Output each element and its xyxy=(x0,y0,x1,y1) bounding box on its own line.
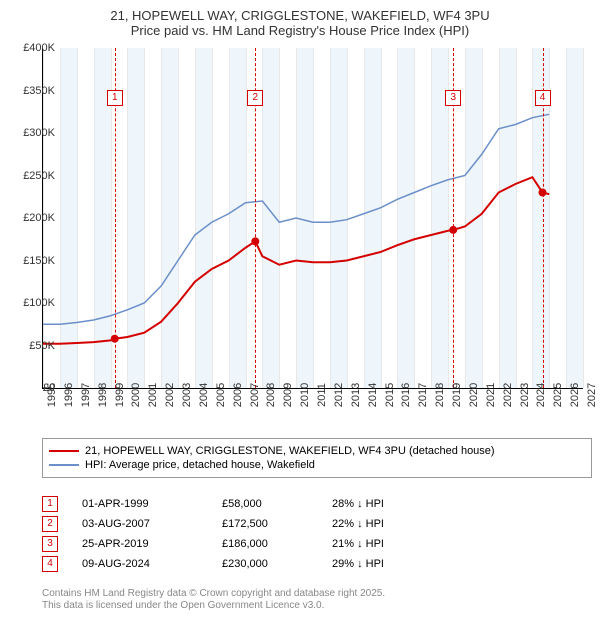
x-tick-label: 2013 xyxy=(350,383,362,407)
legend-label: 21, HOPEWELL WAY, CRIGGLESTONE, WAKEFIEL… xyxy=(85,445,495,457)
sale-number-badge: 4 xyxy=(42,556,58,572)
footnote-line: This data is licensed under the Open Gov… xyxy=(42,600,385,612)
x-tick-label: 2019 xyxy=(451,383,463,407)
y-tick-label: £250K xyxy=(5,170,55,182)
x-tick-label: 2022 xyxy=(502,383,514,407)
x-tick-label: 1995 xyxy=(46,383,58,407)
gridline xyxy=(583,48,584,388)
y-tick-label: £300K xyxy=(5,127,55,139)
sale-date: 25-APR-2019 xyxy=(82,538,222,550)
x-tick-label: 2012 xyxy=(333,383,345,407)
sale-event-badge: 3 xyxy=(445,90,461,106)
x-tick-label: 2014 xyxy=(367,383,379,407)
sale-hpi-diff: 21% ↓ HPI xyxy=(332,538,442,550)
sale-number-badge: 3 xyxy=(42,536,58,552)
x-tick-label: 2002 xyxy=(164,383,176,407)
sale-date: 09-AUG-2024 xyxy=(82,558,222,570)
sale-date: 01-APR-1999 xyxy=(82,498,222,510)
x-tick-label: 2008 xyxy=(265,383,277,407)
title-line-2: Price paid vs. HM Land Registry's House … xyxy=(0,23,600,38)
x-tick-label: 2016 xyxy=(400,383,412,407)
x-tick-label: 2001 xyxy=(147,383,159,407)
sale-price: £172,500 xyxy=(222,518,332,530)
sale-event-badge: 1 xyxy=(107,90,123,106)
sale-hpi-diff: 28% ↓ HPI xyxy=(332,498,442,510)
chart-container: 21, HOPEWELL WAY, CRIGGLESTONE, WAKEFIEL… xyxy=(0,0,600,620)
x-tick-label: 1997 xyxy=(80,383,92,407)
x-tick-label: 2025 xyxy=(552,383,564,407)
legend-label: HPI: Average price, detached house, Wake… xyxy=(85,459,315,471)
title-line-1: 21, HOPEWELL WAY, CRIGGLESTONE, WAKEFIEL… xyxy=(0,8,600,23)
y-tick-label: £150K xyxy=(5,255,55,267)
sale-price: £58,000 xyxy=(222,498,332,510)
legend-item: 21, HOPEWELL WAY, CRIGGLESTONE, WAKEFIEL… xyxy=(49,445,585,457)
sale-number-badge: 2 xyxy=(42,516,58,532)
x-tick-label: 2005 xyxy=(215,383,227,407)
x-tick-label: 2020 xyxy=(468,383,480,407)
x-tick-label: 2017 xyxy=(417,383,429,407)
y-tick-label: £50K xyxy=(5,340,55,352)
y-tick-label: £200K xyxy=(5,212,55,224)
legend-swatch xyxy=(49,464,79,466)
series-property xyxy=(43,177,549,344)
x-tick-label: 2003 xyxy=(181,383,193,407)
x-tick-label: 1999 xyxy=(114,383,126,407)
x-tick-label: 2015 xyxy=(384,383,396,407)
x-tick-label: 2006 xyxy=(232,383,244,407)
sale-event-badge: 2 xyxy=(247,90,263,106)
sale-price: £230,000 xyxy=(222,558,332,570)
sales-table: 1 01-APR-1999£58,00028% ↓ HPI 2 03-AUG-2007… xyxy=(42,492,442,576)
legend-swatch xyxy=(49,450,79,452)
x-tick-label: 1998 xyxy=(97,383,109,407)
footnote: Contains HM Land Registry data © Crown c… xyxy=(42,588,385,612)
x-tick-label: 2011 xyxy=(316,383,328,407)
sales-table-row: 4 09-AUG-2024£230,00029% ↓ HPI xyxy=(42,556,442,572)
x-tick-label: 2007 xyxy=(249,383,261,407)
legend: 21, HOPEWELL WAY, CRIGGLESTONE, WAKEFIEL… xyxy=(42,438,592,478)
x-tick-label: 2000 xyxy=(130,383,142,407)
sale-hpi-diff: 29% ↓ HPI xyxy=(332,558,442,570)
legend-item: HPI: Average price, detached house, Wake… xyxy=(49,459,585,471)
sale-number-badge: 1 xyxy=(42,496,58,512)
y-tick-label: £350K xyxy=(5,85,55,97)
sale-hpi-diff: 22% ↓ HPI xyxy=(332,518,442,530)
x-tick-label: 2023 xyxy=(519,383,531,407)
x-tick-label: 2024 xyxy=(535,383,547,407)
sale-date: 03-AUG-2007 xyxy=(82,518,222,530)
plot-area: 1 2 3 4 xyxy=(42,48,583,389)
x-tick-label: 2018 xyxy=(434,383,446,407)
sales-table-row: 2 03-AUG-2007£172,50022% ↓ HPI xyxy=(42,516,442,532)
x-tick-label: 2026 xyxy=(569,383,581,407)
sales-table-row: 1 01-APR-1999£58,00028% ↓ HPI xyxy=(42,496,442,512)
plot-svg xyxy=(43,48,583,388)
sale-price: £186,000 xyxy=(222,538,332,550)
y-tick-label: £100K xyxy=(5,297,55,309)
x-tick-label: 2021 xyxy=(485,383,497,407)
x-tick-label: 2004 xyxy=(198,383,210,407)
x-tick-label: 2027 xyxy=(586,383,598,407)
footnote-line: Contains HM Land Registry data © Crown c… xyxy=(42,588,385,600)
x-tick-label: 2009 xyxy=(282,383,294,407)
sale-event-badge: 4 xyxy=(535,90,551,106)
chart-title: 21, HOPEWELL WAY, CRIGGLESTONE, WAKEFIEL… xyxy=(0,0,600,42)
y-tick-label: £400K xyxy=(5,42,55,54)
sales-table-row: 3 25-APR-2019£186,00021% ↓ HPI xyxy=(42,536,442,552)
x-tick-label: 1996 xyxy=(63,383,75,407)
x-tick-label: 2010 xyxy=(299,383,311,407)
